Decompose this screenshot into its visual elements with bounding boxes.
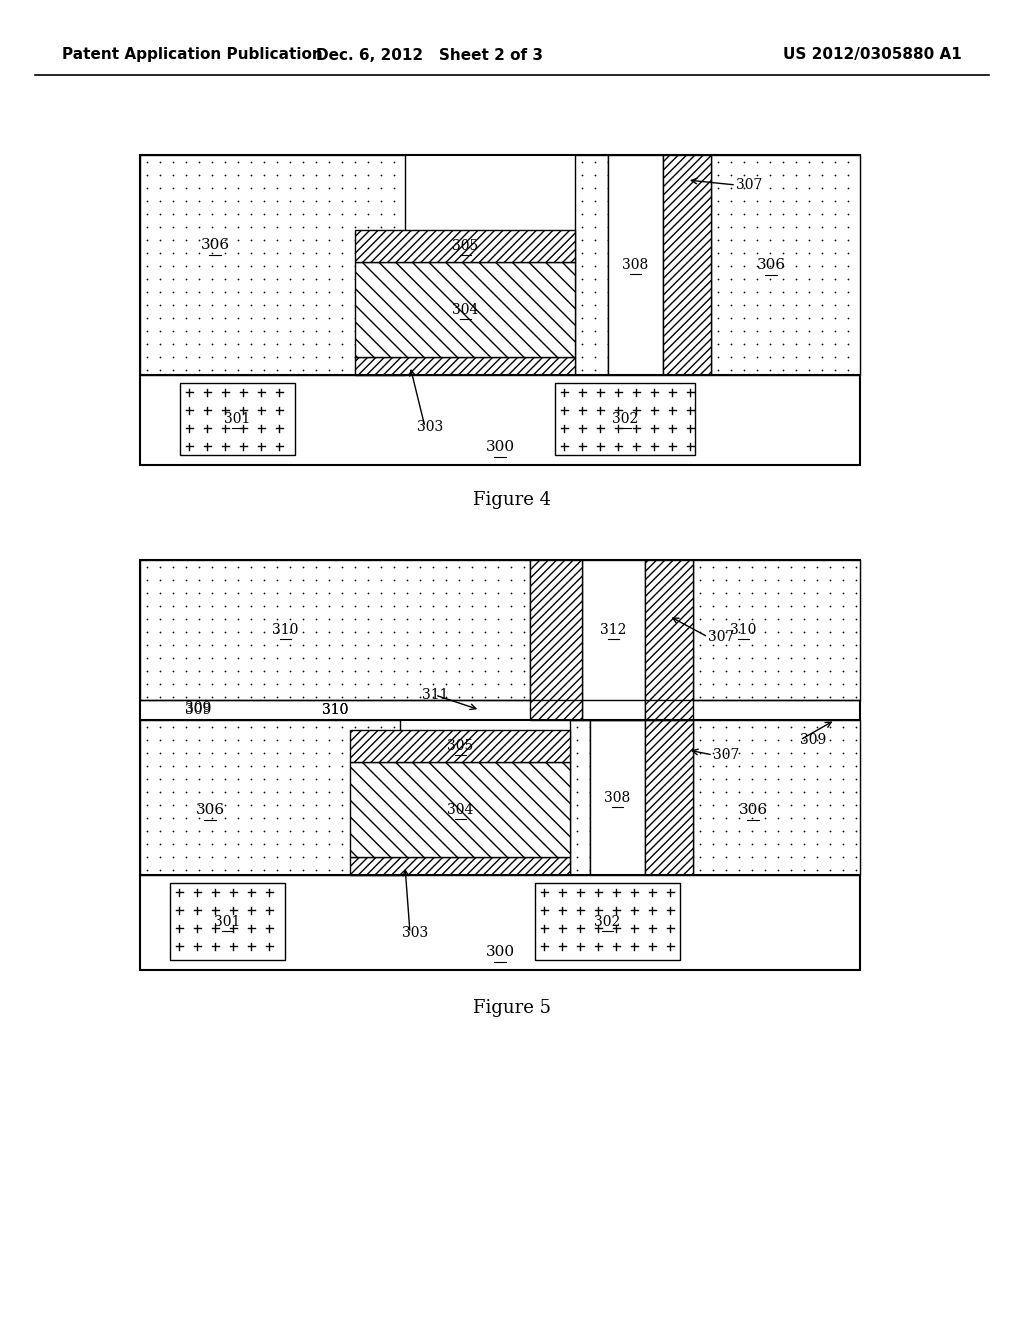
Bar [608, 154, 663, 375]
Bar [575, 154, 608, 375]
Bar [590, 719, 645, 875]
Text: Figure 5: Figure 5 [473, 999, 551, 1016]
Bar [663, 154, 711, 375]
Bar [350, 857, 570, 875]
Text: 302: 302 [594, 915, 621, 928]
Text: US 2012/0305880 A1: US 2012/0305880 A1 [783, 48, 962, 62]
Bar [355, 261, 575, 356]
Text: 304: 304 [446, 803, 473, 817]
Text: 309: 309 [800, 733, 826, 747]
Text: 306: 306 [201, 238, 229, 252]
Bar [570, 719, 590, 875]
Text: 307: 307 [708, 630, 734, 644]
Text: 310: 310 [322, 704, 348, 717]
Text: Patent Application Publication: Patent Application Publication [62, 48, 323, 62]
Bar [711, 154, 860, 375]
Bar [350, 762, 570, 857]
Bar [140, 719, 400, 875]
Bar [693, 719, 860, 875]
Text: 301: 301 [224, 412, 251, 426]
Text: 308: 308 [623, 257, 648, 272]
Text: 305: 305 [446, 739, 473, 752]
Text: 307: 307 [713, 748, 739, 762]
Text: 301: 301 [214, 915, 241, 928]
Bar [180, 383, 295, 455]
Text: 306: 306 [757, 257, 785, 272]
Text: Figure 4: Figure 4 [473, 491, 551, 510]
Text: 310: 310 [271, 623, 298, 638]
Text: 310: 310 [730, 623, 756, 638]
Bar [530, 560, 582, 719]
Text: 309: 309 [185, 701, 211, 715]
Bar [555, 383, 695, 455]
Text: 304: 304 [452, 302, 478, 317]
Text: 311: 311 [422, 688, 449, 702]
Text: 306: 306 [196, 803, 224, 817]
Bar [355, 230, 575, 261]
Bar [355, 356, 575, 375]
Bar [535, 883, 680, 960]
Text: 300: 300 [485, 440, 515, 454]
Text: 302: 302 [612, 412, 638, 426]
Text: Dec. 6, 2012   Sheet 2 of 3: Dec. 6, 2012 Sheet 2 of 3 [316, 48, 544, 62]
Bar [350, 730, 570, 762]
Text: 312: 312 [600, 623, 627, 638]
Bar [140, 154, 406, 375]
Bar [582, 560, 645, 719]
Text: 303: 303 [417, 420, 443, 434]
Text: 306: 306 [738, 803, 768, 817]
Text: 300: 300 [485, 945, 515, 960]
Bar [693, 560, 860, 700]
Bar [140, 560, 530, 700]
Bar [170, 883, 285, 960]
Text: 305: 305 [452, 239, 478, 253]
Bar [140, 560, 860, 970]
Text: 303: 303 [401, 927, 428, 940]
Text: 307: 307 [736, 178, 763, 191]
Text: 308: 308 [604, 791, 631, 804]
Bar [140, 154, 860, 465]
Bar [645, 719, 693, 875]
Bar [645, 560, 693, 719]
Text: 309: 309 [185, 704, 211, 717]
Text: 310: 310 [322, 704, 348, 717]
